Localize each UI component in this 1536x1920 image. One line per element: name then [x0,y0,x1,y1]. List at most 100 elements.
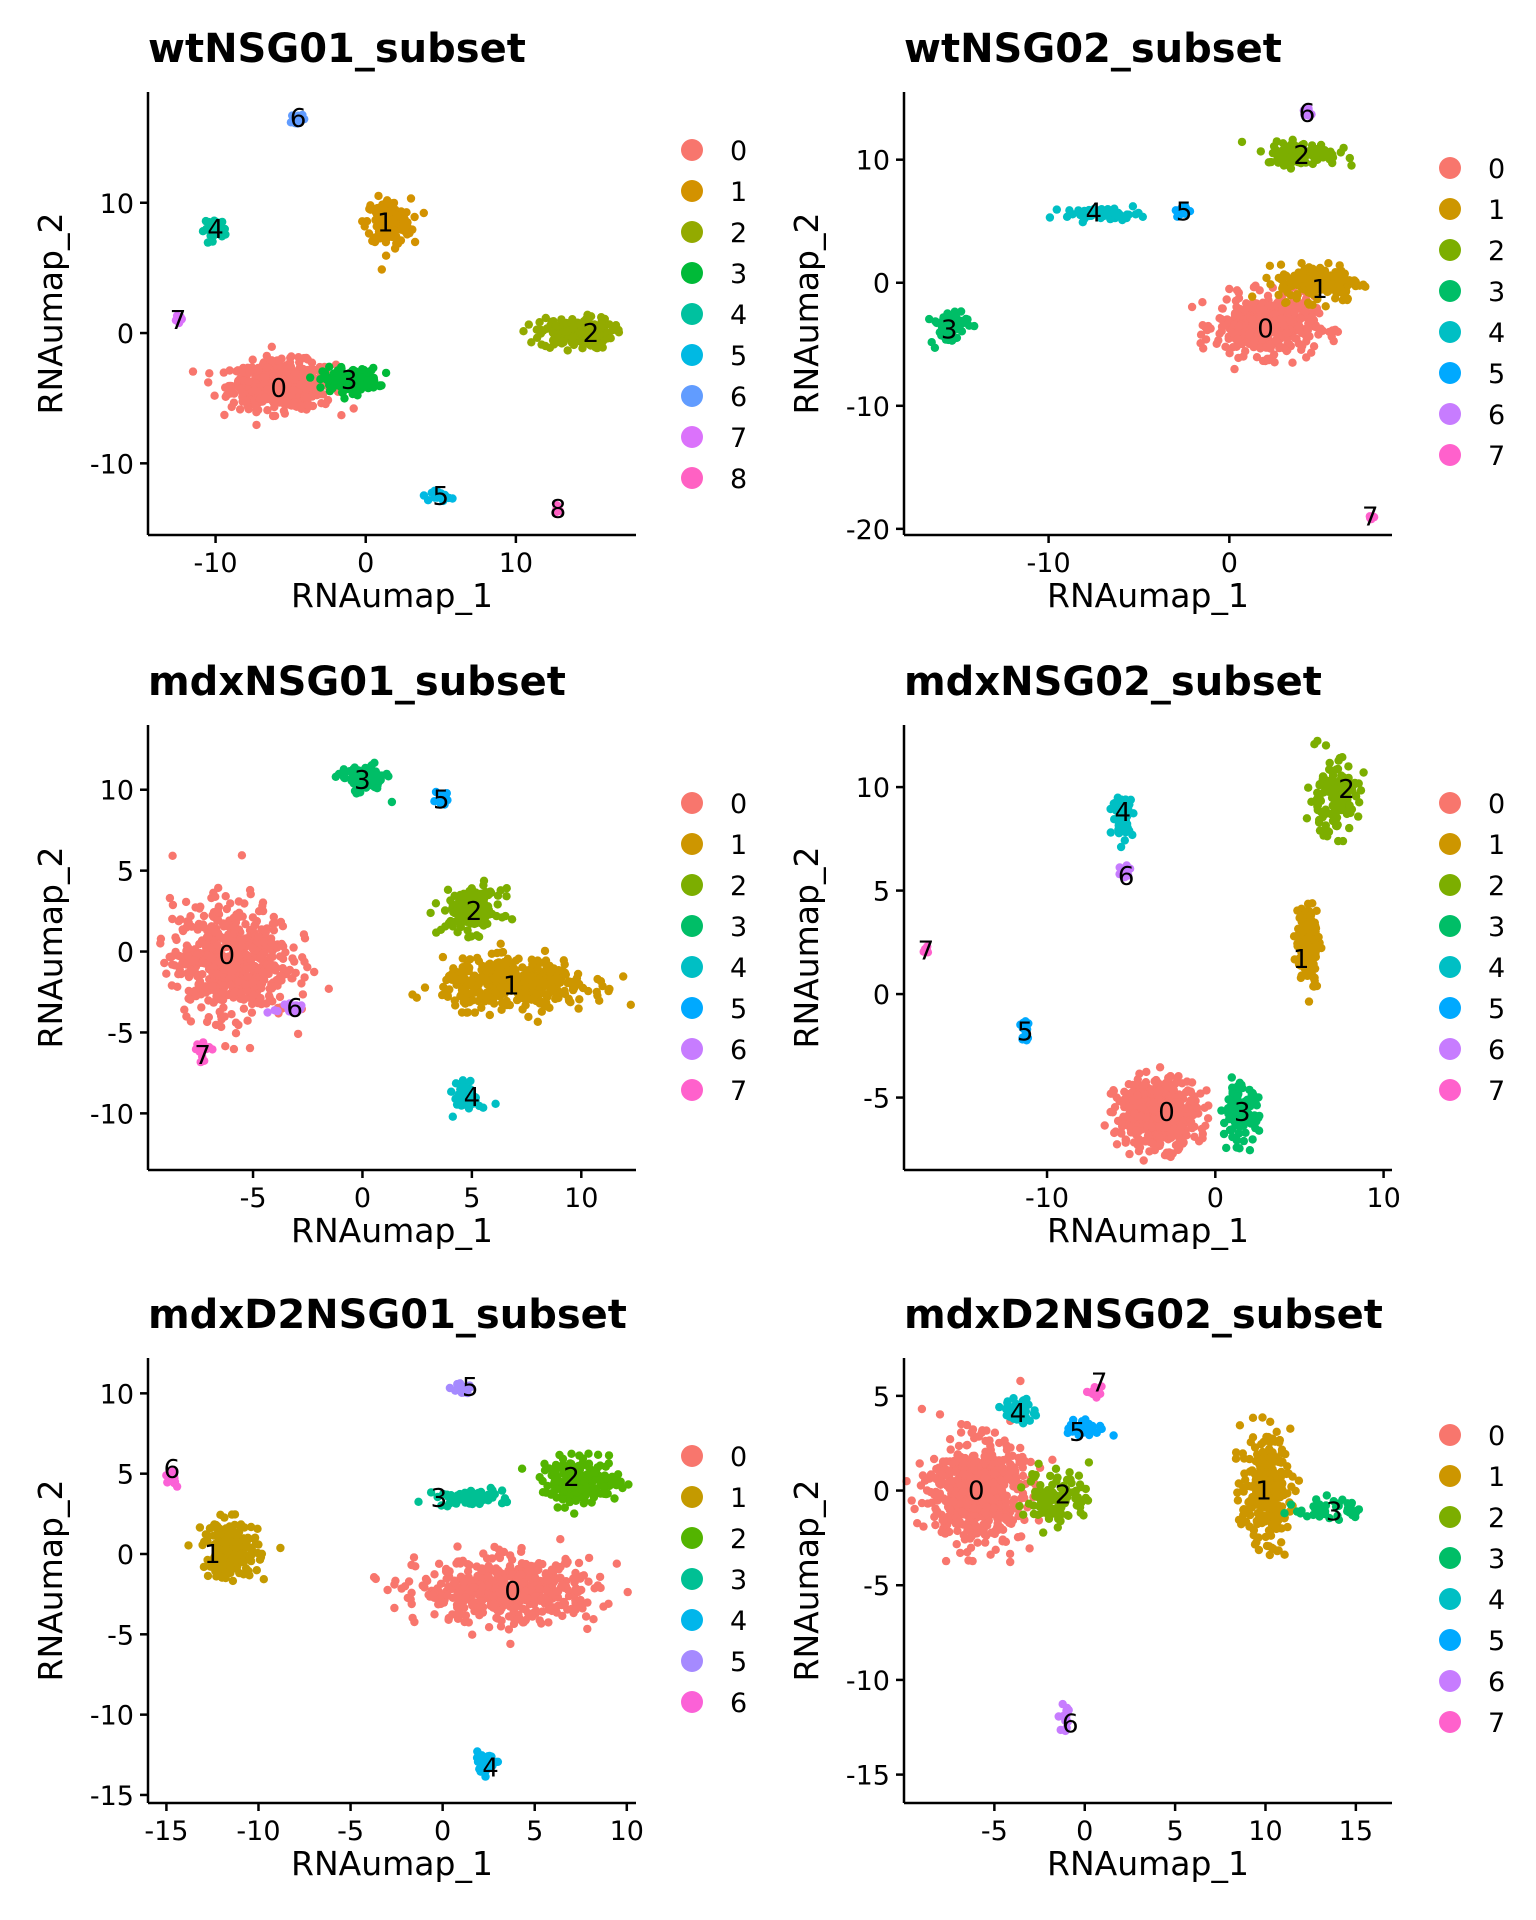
data-point [440,906,450,915]
data-point [1198,298,1207,307]
data-point [1296,314,1305,323]
data-point [1320,146,1329,155]
data-point [457,1008,467,1017]
data-point [1304,783,1313,792]
data-point [186,965,196,975]
data-point [1235,1144,1244,1153]
data-point [1224,1095,1233,1104]
data-point [1315,826,1325,835]
cluster-label-5: 5 [433,482,450,512]
cluster-label-1: 1 [1293,945,1310,975]
data-point [1262,273,1271,283]
legend-swatch-4 [681,303,703,325]
data-point [1237,137,1247,147]
data-point [1334,756,1343,765]
cluster-label-4: 4 [1114,798,1131,828]
data-point [371,215,380,225]
data-point [260,393,270,402]
data-point [269,912,278,922]
data-point [479,876,489,885]
data-point [482,966,491,975]
legend-swatch-1 [1439,198,1461,220]
data-point [335,371,345,380]
data-point [1312,322,1321,332]
x-axis-label: RNAumap_1 [1047,1211,1249,1250]
data-point [1134,208,1143,218]
legend-swatch-6 [1439,403,1461,425]
data-point [1241,347,1250,356]
data-point [272,386,281,396]
legend-swatch-2 [681,874,703,896]
data-point [520,987,530,997]
data-point [569,985,578,994]
data-point [296,380,305,389]
data-point [410,212,419,222]
data-point [174,970,183,979]
cluster-label-6: 6 [1299,99,1316,129]
data-point [306,373,315,382]
cluster-label-2: 2 [1293,141,1310,171]
data-point [1250,337,1259,346]
data-point [970,321,979,331]
data-point [533,1017,542,1026]
data-point [160,958,169,968]
data-point [213,908,223,917]
cluster-2-points [1302,736,1368,846]
data-point [1200,1103,1209,1113]
y-tick-label: -5 [107,1018,134,1049]
cluster-label-5: 5 [1176,197,1193,227]
data-point [1235,1078,1245,1088]
data-point [1106,828,1116,837]
data-point [181,897,191,907]
data-point [221,392,230,401]
data-point [325,386,335,396]
data-point [1345,153,1355,163]
data-point [410,237,420,247]
data-point [282,397,291,406]
legend-label-6: 6 [1488,1035,1505,1066]
data-point [390,1603,399,1613]
data-point [304,402,313,411]
y-tick-label: 0 [873,980,890,1011]
data-point [593,991,602,1000]
data-point [1247,315,1257,324]
data-point [444,493,453,503]
data-point [442,975,451,985]
data-point [289,386,298,395]
cluster-label-7: 7 [918,937,935,967]
data-point [1230,364,1239,374]
data-point [203,238,213,247]
legend-swatch-3 [1439,915,1461,937]
data-point [1303,326,1313,335]
legend-swatch-1 [681,180,703,202]
data-point [377,265,386,274]
data-point [1233,334,1243,344]
panel-title: wtNSG02_subset [904,26,1282,72]
data-point [519,327,528,336]
cluster-label-8: 8 [550,495,567,525]
data-point [240,994,249,1003]
data-point [604,1599,613,1609]
cluster-1-points [358,191,428,274]
data-point [426,908,435,918]
data-point [324,984,333,993]
data-point [1299,268,1308,278]
data-point [184,918,193,927]
data-point [537,340,546,349]
cluster-8-points [551,501,564,517]
data-point [571,1605,580,1614]
legend-swatch-6 [681,385,703,407]
data-point [208,982,217,991]
data-point [1135,1069,1144,1078]
data-point [1117,1129,1126,1138]
data-point [291,968,300,978]
data-point [1344,276,1354,285]
data-point [527,955,536,964]
data-point [244,377,253,386]
data-point [392,211,401,220]
data-point [537,1007,546,1016]
data-point [238,935,247,945]
data-point [204,378,213,387]
data-point [569,322,578,331]
cluster-2-points [519,310,624,355]
